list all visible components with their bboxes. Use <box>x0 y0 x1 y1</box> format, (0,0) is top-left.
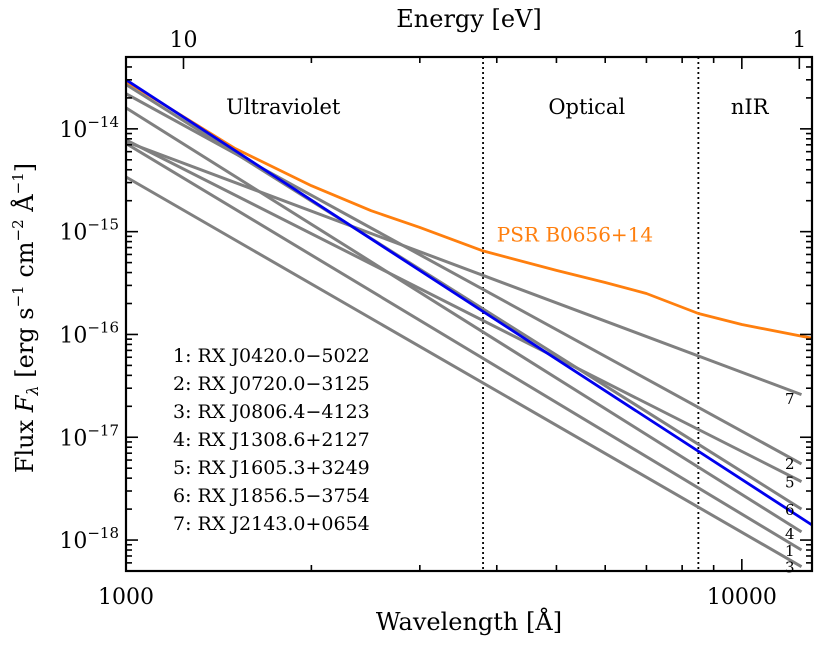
top-tick-label-10: 10 <box>169 28 197 53</box>
top-tick-label-1: 1 <box>792 28 806 53</box>
series-line-6 <box>126 83 803 511</box>
series-line-1 <box>126 142 803 552</box>
region-label-nir: nIR <box>731 95 770 119</box>
region-label-optical: Optical <box>548 95 625 119</box>
end-label-1: 1 <box>785 542 795 560</box>
plot-frame <box>124 55 814 573</box>
legend-entry-1: 1: RX J0420.0−5022 <box>173 345 370 367</box>
legend-entry-6: 6: RX J1856.5−3754 <box>173 485 370 507</box>
series-line-bb <box>126 78 812 527</box>
end-label-5: 5 <box>785 474 795 492</box>
psr-series-label: PSR B0656+14 <box>497 223 653 247</box>
y-tick-label-1e-17: 10−17 <box>59 421 119 451</box>
series-layer <box>126 78 812 568</box>
end-label-4: 4 <box>785 525 795 543</box>
legend-entry-4: 4: RX J1308.6+2127 <box>173 429 370 451</box>
x-tick-label-1000: 1000 <box>98 585 154 610</box>
end-label-2: 2 <box>785 455 795 473</box>
region-divider-layer <box>482 57 700 571</box>
y-tick-label-1e-18: 10−18 <box>59 524 119 554</box>
end-label-3: 3 <box>785 559 795 577</box>
end-label-6: 6 <box>785 501 795 519</box>
series-line-psr <box>126 80 812 340</box>
region-label-ultraviolet: Ultraviolet <box>226 95 341 119</box>
series-line-4 <box>126 106 803 534</box>
end-label-7: 7 <box>785 390 795 408</box>
x-axis-label: Wavelength [Å] <box>376 607 562 636</box>
legend-entry-2: 2: RX J0720.0−3125 <box>173 373 370 395</box>
legend: 1: RX J0420.0−5022 2: RX J0720.0−3125 3:… <box>173 345 370 535</box>
series-line-5 <box>126 138 803 483</box>
legend-entry-7: 7: RX J2143.0+0654 <box>173 513 370 535</box>
series-line-7 <box>126 140 803 397</box>
y-tick-label-1e-15: 10−15 <box>59 216 119 246</box>
y-tick-label-1e-14: 10−14 <box>59 113 119 143</box>
y-axis-label: Flux Fλ [erg s−1 cm−2 Å−1] <box>9 163 42 473</box>
x-tick-label-10000: 10000 <box>707 585 777 610</box>
legend-entry-3: 3: RX J0806.4−4123 <box>173 401 370 423</box>
y-tick-label-1e-16: 10−16 <box>59 318 119 348</box>
top-axis-label: Energy [eV] <box>396 5 541 33</box>
series-line-3 <box>126 175 803 568</box>
legend-entry-5: 5: RX J1605.3+3249 <box>173 457 370 479</box>
